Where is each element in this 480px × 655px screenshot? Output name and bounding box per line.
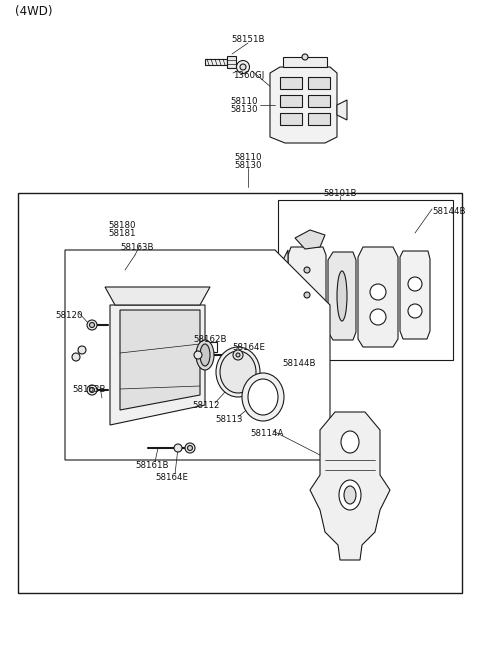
Ellipse shape	[240, 64, 246, 70]
Bar	[308, 77, 330, 89]
Circle shape	[194, 351, 202, 359]
Ellipse shape	[339, 480, 361, 510]
Polygon shape	[288, 247, 326, 343]
Circle shape	[89, 322, 95, 328]
Polygon shape	[295, 345, 320, 360]
Circle shape	[304, 292, 310, 298]
Polygon shape	[310, 412, 390, 560]
Text: 58180: 58180	[108, 221, 135, 229]
Ellipse shape	[220, 351, 256, 393]
Circle shape	[72, 353, 80, 361]
Ellipse shape	[341, 431, 359, 453]
Polygon shape	[105, 287, 210, 305]
Text: 58113: 58113	[215, 415, 242, 424]
Polygon shape	[65, 250, 330, 460]
Polygon shape	[400, 251, 430, 339]
Text: 58164E: 58164E	[232, 343, 265, 352]
Circle shape	[185, 443, 195, 453]
Circle shape	[370, 284, 386, 300]
Ellipse shape	[337, 271, 347, 321]
Polygon shape	[328, 252, 356, 340]
Text: (4WD): (4WD)	[15, 5, 52, 18]
Text: 58161B: 58161B	[135, 460, 168, 470]
Circle shape	[78, 346, 86, 354]
Circle shape	[304, 267, 310, 273]
Polygon shape	[295, 230, 325, 249]
Circle shape	[408, 304, 422, 318]
Polygon shape	[205, 59, 227, 65]
Text: 58144B: 58144B	[432, 208, 466, 217]
Polygon shape	[283, 57, 327, 67]
Polygon shape	[283, 250, 288, 265]
Polygon shape	[120, 310, 200, 410]
Ellipse shape	[216, 347, 260, 397]
Text: 58144B: 58144B	[282, 358, 315, 367]
Polygon shape	[110, 305, 205, 425]
Bar	[203, 342, 217, 352]
Text: 58130: 58130	[230, 105, 258, 113]
Ellipse shape	[242, 373, 284, 421]
Circle shape	[174, 444, 182, 452]
Text: 58130: 58130	[234, 160, 262, 170]
Bar	[308, 113, 330, 125]
Text: 58163B: 58163B	[72, 386, 106, 394]
Text: 58112: 58112	[192, 400, 219, 409]
Text: 58181: 58181	[108, 229, 135, 238]
Circle shape	[302, 54, 308, 60]
Text: 58114A: 58114A	[250, 428, 283, 438]
Circle shape	[89, 388, 95, 392]
Text: 1360GJ: 1360GJ	[233, 71, 264, 81]
Text: 58163B: 58163B	[120, 242, 154, 252]
Text: 58110: 58110	[234, 153, 262, 162]
Text: 58151B: 58151B	[231, 35, 265, 45]
Ellipse shape	[248, 379, 278, 415]
Text: 58164E: 58164E	[155, 472, 188, 481]
Polygon shape	[227, 56, 236, 68]
Text: 58101B: 58101B	[323, 189, 357, 198]
Text: 58120: 58120	[55, 310, 83, 320]
Text: 58162B: 58162B	[193, 335, 227, 343]
Circle shape	[408, 277, 422, 291]
Polygon shape	[270, 67, 337, 143]
Ellipse shape	[237, 60, 250, 73]
Bar	[280, 113, 302, 125]
Ellipse shape	[196, 340, 214, 370]
Circle shape	[233, 350, 243, 360]
Ellipse shape	[200, 344, 210, 366]
Bar	[278, 200, 453, 360]
Polygon shape	[358, 247, 398, 347]
Ellipse shape	[344, 486, 356, 504]
Text: 58110: 58110	[230, 98, 258, 107]
Circle shape	[236, 353, 240, 357]
Bar	[280, 95, 302, 107]
Circle shape	[188, 445, 192, 451]
Circle shape	[87, 385, 97, 395]
Circle shape	[87, 320, 97, 330]
Bar	[18, 193, 462, 593]
Bar	[308, 95, 330, 107]
Circle shape	[370, 309, 386, 325]
Polygon shape	[337, 100, 347, 120]
Bar	[280, 77, 302, 89]
